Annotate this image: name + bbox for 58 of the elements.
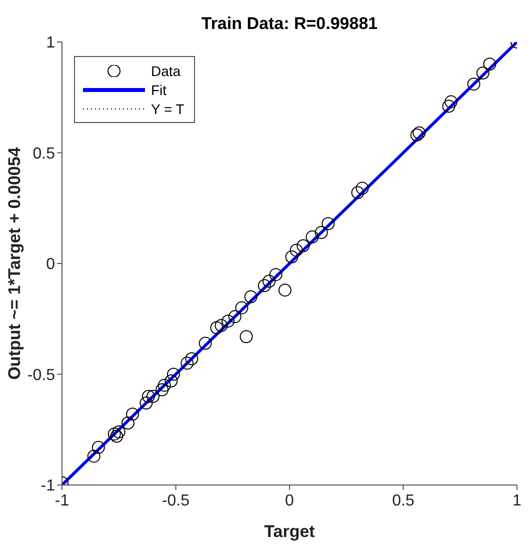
point — [467, 78, 480, 91]
point — [156, 383, 169, 396]
point — [244, 290, 258, 304]
point — [258, 279, 271, 292]
x-tick-label: -0.5 — [162, 492, 190, 510]
point — [269, 268, 282, 282]
point — [92, 440, 105, 454]
point — [87, 450, 100, 463]
point — [356, 182, 369, 195]
point — [483, 58, 496, 71]
point — [140, 396, 153, 410]
point — [112, 425, 126, 438]
point — [442, 100, 456, 113]
x-axis-title: Target — [264, 522, 316, 541]
point — [121, 416, 134, 430]
point — [158, 378, 171, 392]
point — [222, 314, 235, 328]
point — [262, 274, 276, 288]
x-tick-label: 0.5 — [392, 492, 414, 510]
point — [235, 301, 248, 314]
point — [314, 226, 328, 239]
legend-label: Y = T — [151, 100, 184, 116]
point — [185, 352, 198, 366]
point — [290, 244, 303, 257]
point — [142, 390, 155, 403]
y-tick-label: -0.5 — [27, 366, 56, 384]
legend-label: Fit — [151, 82, 167, 98]
x-tick-label: 0 — [285, 492, 294, 510]
y-tick-label: 1 — [46, 34, 56, 52]
y-tick-label: -1 — [40, 478, 56, 495]
point — [410, 128, 424, 142]
point — [214, 319, 228, 332]
legend-label: Data — [151, 62, 181, 78]
point — [126, 408, 140, 421]
point — [476, 66, 490, 80]
y-tick-label: 0 — [46, 256, 56, 274]
point — [444, 95, 458, 108]
point — [351, 186, 364, 200]
point — [166, 368, 180, 381]
point — [412, 126, 426, 140]
point — [296, 239, 310, 252]
chart-title: Train Data: R=0.99881 — [200, 14, 379, 34]
point — [285, 250, 298, 264]
point — [278, 284, 292, 297]
point — [180, 356, 194, 370]
point — [210, 321, 224, 334]
point — [240, 330, 253, 344]
point — [198, 336, 212, 350]
point — [306, 230, 319, 244]
x-tick-label: 1 — [512, 492, 522, 510]
point — [108, 428, 121, 441]
point — [322, 217, 335, 230]
point — [110, 430, 124, 443]
y-axis-title: Output ~= 1*Target + 0.00054 — [5, 146, 24, 380]
point — [164, 374, 178, 388]
point — [146, 390, 160, 403]
point — [228, 310, 242, 324]
y-tick-label: 0.5 — [32, 145, 56, 162]
